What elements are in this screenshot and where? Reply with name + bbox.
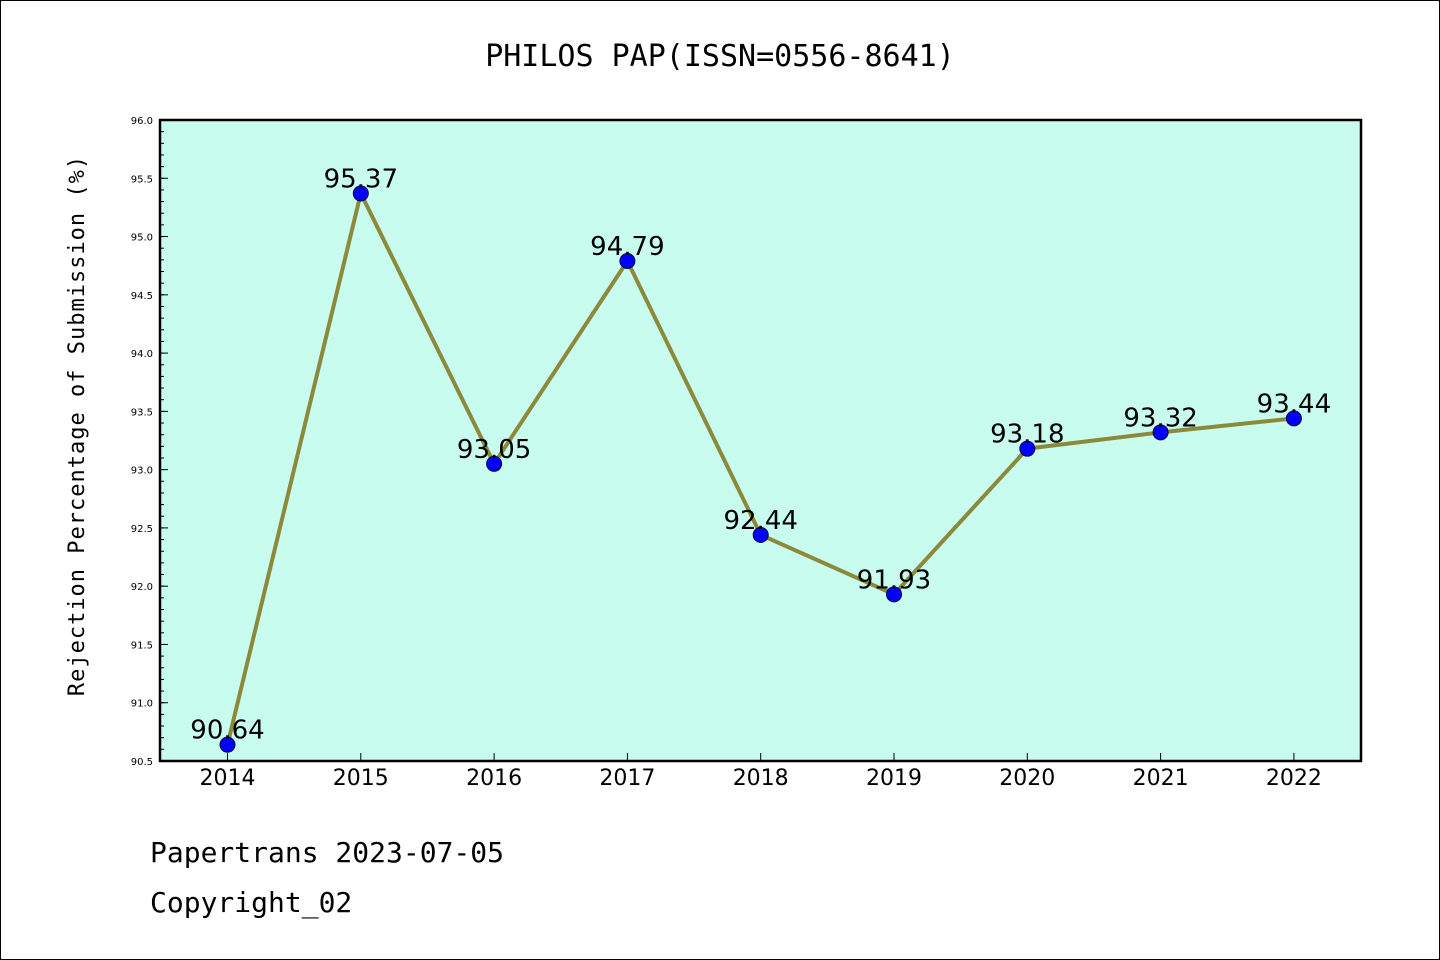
y-tick-label: 94.0	[131, 349, 153, 360]
data-point	[1019, 440, 1036, 457]
data-point	[1285, 410, 1302, 427]
x-tick-label: 2015	[333, 766, 389, 791]
y-tick-label: 94.5	[131, 291, 153, 302]
data-label: 92.44	[723, 506, 797, 536]
x-axis: 2014 2015 2016 2017 2018 2019 2020 2021 2022	[200, 753, 1322, 791]
x-tick-label: 2014	[200, 766, 256, 791]
data-point	[1152, 424, 1169, 441]
footer-date: Papertrans 2023-07-05	[150, 836, 505, 869]
plot-border	[158, 118, 1363, 763]
data-label: 93.32	[1123, 403, 1197, 433]
x-tick-label: 2019	[866, 766, 922, 791]
data-point	[886, 586, 902, 603]
x-tick-label: 2018	[733, 766, 789, 791]
data-point	[752, 526, 769, 543]
plot-area	[160, 120, 1361, 761]
x-tick-label: 2016	[466, 766, 522, 791]
footer-copyright: Copyright_02	[150, 886, 353, 919]
y-tick-label: 93.0	[131, 466, 153, 477]
y-tick-label: 92.5	[131, 524, 153, 535]
y-tick-label: 90.5	[131, 757, 153, 768]
data-label: 95.37	[324, 164, 398, 194]
y-tick-label: 95.0	[131, 233, 153, 244]
series-group: 90.64 95.37 93.05 94.79 92.44 91.93 93.18 93.32…	[190, 164, 1331, 753]
y-axis-label: Rejection Percentage of Submission (%)	[65, 155, 90, 696]
y-tick-label: 93.5	[131, 407, 153, 418]
data-point	[352, 185, 369, 202]
y-tick-label: 91.0	[131, 699, 153, 710]
data-label: 94.79	[590, 232, 664, 262]
data-label: 90.64	[190, 716, 264, 746]
data-point	[486, 455, 503, 472]
data-point	[219, 736, 236, 753]
data-label: 93.05	[457, 435, 531, 465]
x-tick-label: 2021	[1133, 766, 1189, 791]
data-point	[619, 253, 636, 270]
data-label: 91.93	[857, 565, 931, 595]
x-tick-label: 2020	[999, 766, 1055, 791]
x-tick-label: 2022	[1266, 766, 1322, 791]
x-tick-label: 2017	[599, 766, 655, 791]
y-tick-label: 96.0	[131, 116, 153, 127]
y-axis: 90.5 91.0 91.5 92.0 92.5 93.0 93.5 94.0 94.5 95.0…	[131, 116, 168, 768]
y-tick-label: 95.5	[131, 174, 153, 185]
chart-title: PHILOS PAP(ISSN=0556-8641)	[485, 39, 955, 74]
y-tick-label: 91.5	[131, 640, 153, 651]
y-tick-label: 92.0	[131, 582, 153, 593]
data-label: 93.44	[1257, 389, 1331, 419]
data-label: 93.18	[990, 420, 1064, 450]
